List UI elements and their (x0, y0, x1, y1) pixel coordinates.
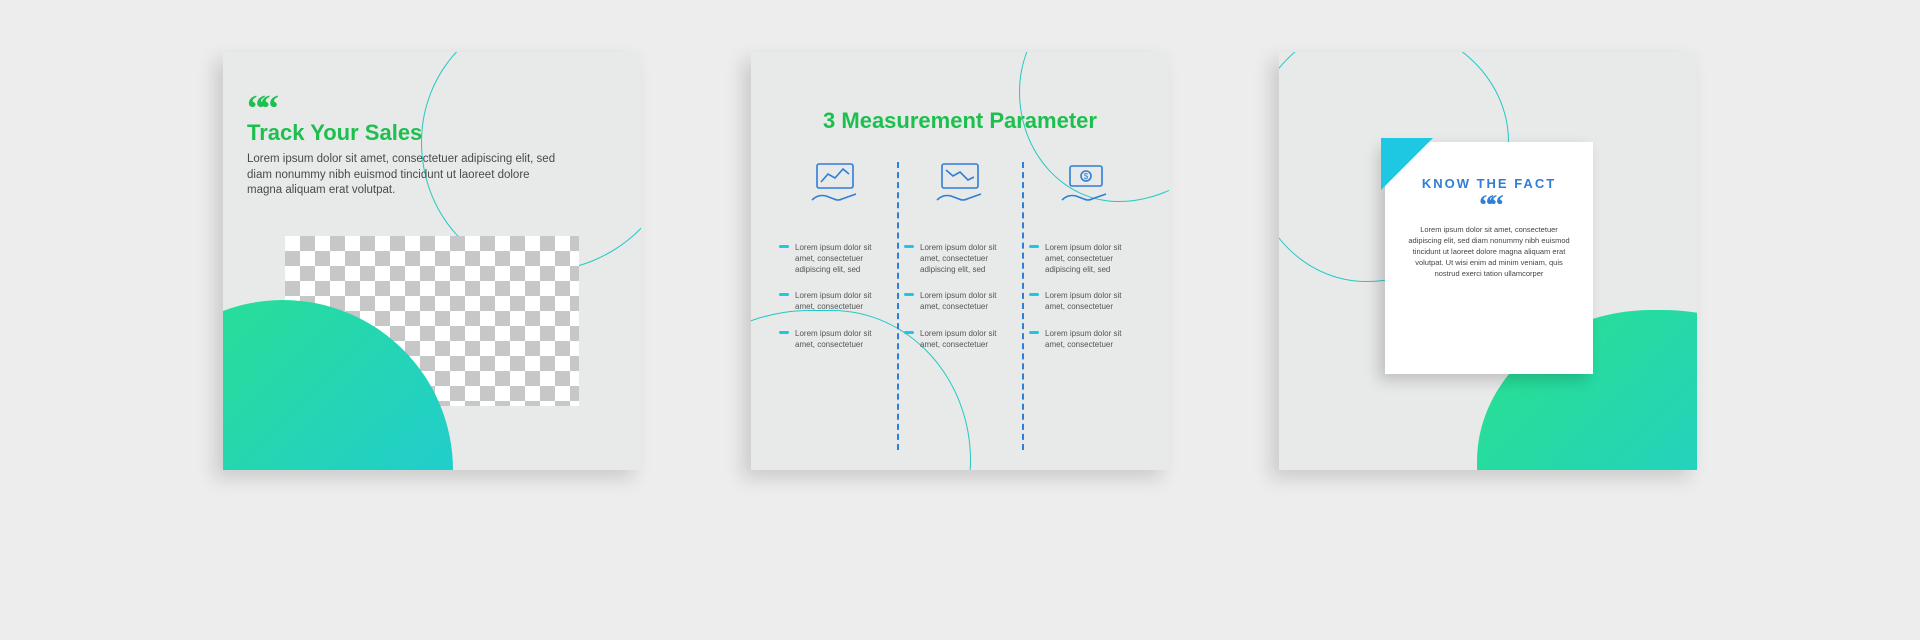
hand-chart-down-icon (935, 162, 985, 213)
list-item: Lorem ipsum dolor sit amet, consectetuer (779, 329, 891, 351)
bullet-dash-icon (779, 245, 789, 251)
list-item: Lorem ipsum dolor sit amet, consectetuer (904, 291, 1016, 313)
column-1: Lorem ipsum dolor sit amet, consectetuer… (779, 162, 891, 450)
quote-icon: ““ (1403, 197, 1575, 215)
card1-body: Lorem ipsum dolor sit amet, consectetuer… (247, 152, 557, 199)
bullet-text: Lorem ipsum dolor sit amet, consectetuer (1045, 291, 1141, 313)
bullet-text: Lorem ipsum dolor sit amet, consectetuer… (795, 243, 891, 275)
list-item: Lorem ipsum dolor sit amet, consectetuer (1029, 291, 1141, 313)
list-item: Lorem ipsum dolor sit amet, consectetuer… (904, 243, 1016, 275)
quote-icon: ““ (247, 100, 273, 119)
list-item: Lorem ipsum dolor sit amet, consectetuer (1029, 329, 1141, 351)
bullet-list: Lorem ipsum dolor sit amet, consectetuer… (779, 243, 891, 351)
card2-title: 3 Measurement Parameter (751, 108, 1169, 134)
bullet-dash-icon (904, 331, 914, 337)
column-separator (897, 162, 899, 450)
columns-wrap: Lorem ipsum dolor sit amet, consectetuer… (779, 162, 1141, 450)
card1-title: Track Your Sales (247, 120, 422, 146)
bullet-text: Lorem ipsum dolor sit amet, consectetuer (920, 329, 1016, 351)
column-separator (1022, 162, 1024, 450)
bullet-text: Lorem ipsum dolor sit amet, consectetuer… (1045, 243, 1141, 275)
list-item: Lorem ipsum dolor sit amet, consectetuer… (779, 243, 891, 275)
card-measurement: 3 Measurement Parameter Lorem ipsum dolo… (751, 52, 1169, 470)
card-track-sales: ““ Track Your Sales Lorem ipsum dolor si… (223, 52, 641, 470)
bullet-dash-icon (1029, 245, 1039, 251)
bullet-dash-icon (779, 293, 789, 299)
bullet-text: Lorem ipsum dolor sit amet, consectetuer (795, 291, 891, 313)
bullet-dash-icon (904, 245, 914, 251)
bullet-list: Lorem ipsum dolor sit amet, consectetuer… (1029, 243, 1141, 351)
bullet-dash-icon (1029, 293, 1039, 299)
column-2: Lorem ipsum dolor sit amet, consectetuer… (904, 162, 1016, 450)
fact-box: KNOW THE FACT ““ Lorem ipsum dolor sit a… (1385, 142, 1593, 374)
svg-text:$: $ (1084, 172, 1089, 181)
bullet-text: Lorem ipsum dolor sit amet, consectetuer (795, 329, 891, 351)
list-item: Lorem ipsum dolor sit amet, consectetuer (904, 329, 1016, 351)
list-item: Lorem ipsum dolor sit amet, consectetuer… (1029, 243, 1141, 275)
list-item: Lorem ipsum dolor sit amet, consectetuer (779, 291, 891, 313)
stage: ““ Track Your Sales Lorem ipsum dolor si… (0, 0, 1920, 522)
bullet-text: Lorem ipsum dolor sit amet, consectetuer (1045, 329, 1141, 351)
card3-body: Lorem ipsum dolor sit amet, consectetuer… (1403, 225, 1575, 279)
bullet-list: Lorem ipsum dolor sit amet, consectetuer… (904, 243, 1016, 351)
bullet-dash-icon (904, 293, 914, 299)
column-3: $ Lorem ipsum dolor sit amet, consectetu… (1029, 162, 1141, 450)
hand-money-icon: $ (1060, 162, 1110, 213)
bullet-dash-icon (779, 331, 789, 337)
bullet-text: Lorem ipsum dolor sit amet, consectetuer… (920, 243, 1016, 275)
bullet-dash-icon (1029, 331, 1039, 337)
corner-ribbon (1381, 138, 1433, 190)
hand-chart-up-icon (810, 162, 860, 213)
card-know-fact: KNOW THE FACT ““ Lorem ipsum dolor sit a… (1279, 52, 1697, 470)
bullet-text: Lorem ipsum dolor sit amet, consectetuer (920, 291, 1016, 313)
